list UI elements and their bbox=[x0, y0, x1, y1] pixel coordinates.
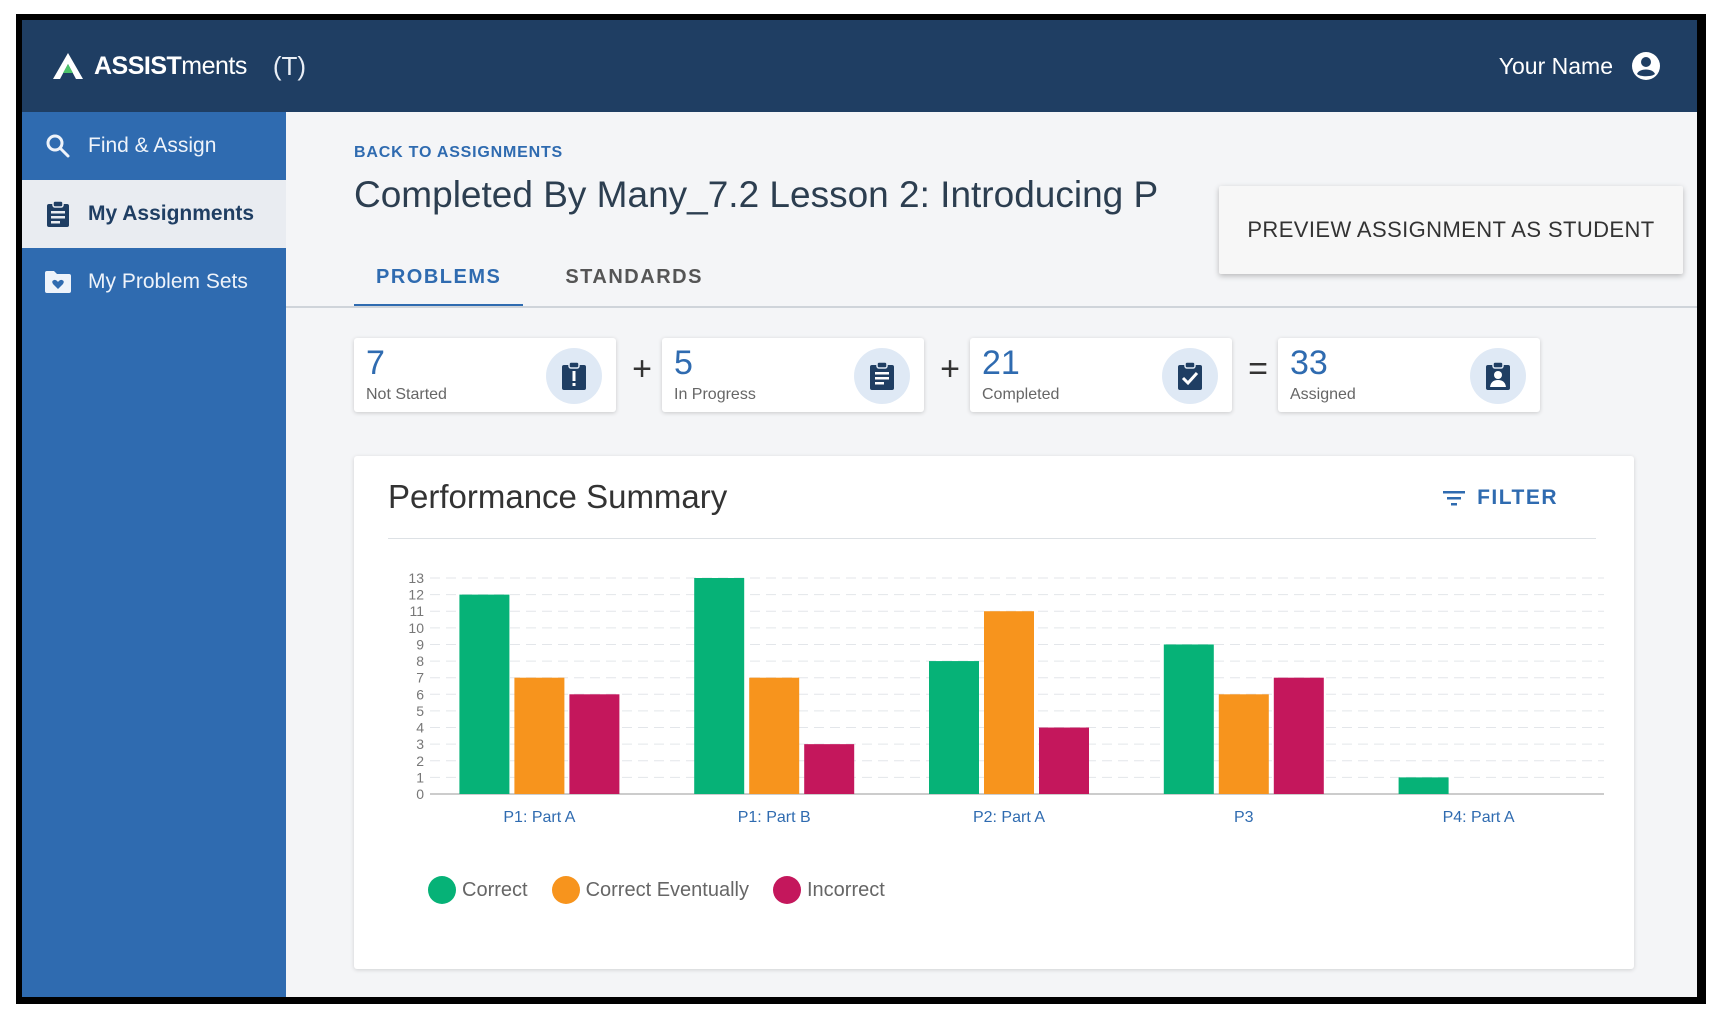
stat-card-in-progress[interactable]: 5 In Progress bbox=[662, 338, 924, 412]
logo-text: ASSISTments bbox=[94, 52, 247, 81]
legend-swatch bbox=[551, 876, 580, 904]
plus-operator: + bbox=[940, 350, 960, 388]
y-tick-label: 0 bbox=[416, 786, 424, 802]
filter-button[interactable]: FILTER bbox=[1443, 486, 1558, 510]
bar-incorrect bbox=[1039, 727, 1089, 794]
equals-operator: = bbox=[1248, 350, 1268, 388]
chart-legend: Correct Correct Eventually Incorrect bbox=[428, 876, 909, 904]
stat-card-assigned[interactable]: 33 Assigned bbox=[1278, 338, 1540, 412]
y-tick-label: 6 bbox=[416, 686, 424, 702]
sidebar-item-my-problem-sets[interactable]: My Problem Sets bbox=[22, 248, 286, 316]
y-tick-label: 7 bbox=[416, 670, 424, 686]
y-tick-label: 2 bbox=[416, 753, 424, 769]
bar-correct-eventually bbox=[984, 611, 1034, 794]
stat-card-completed[interactable]: 21 Completed bbox=[970, 338, 1232, 412]
tabs-divider bbox=[286, 306, 1697, 308]
clipboard-account-icon bbox=[1470, 348, 1526, 404]
bar-incorrect bbox=[1273, 677, 1324, 794]
tab-bar: PROBLEMS STANDARDS bbox=[354, 250, 725, 307]
sidebar: Find & Assign My Assignments My Problem … bbox=[22, 112, 286, 997]
app-logo[interactable]: ASSISTments (T) bbox=[52, 51, 306, 82]
stat-label: In Progress bbox=[674, 386, 756, 403]
account-circle-icon bbox=[1632, 52, 1660, 80]
stat-label: Assigned bbox=[1290, 386, 1356, 403]
sidebar-item-label: My Assignments bbox=[88, 202, 255, 225]
y-tick-label: 13 bbox=[408, 570, 424, 586]
folder-heart-icon bbox=[44, 268, 72, 296]
bar-correct bbox=[1398, 777, 1449, 794]
user-name: Your Name bbox=[1498, 52, 1613, 79]
page-title: Completed By Many_7.2 Lesson 2: Introduc… bbox=[354, 174, 1159, 215]
y-tick-label: 11 bbox=[409, 603, 424, 619]
y-tick-label: 1 bbox=[416, 769, 424, 785]
y-tick-label: 10 bbox=[408, 620, 424, 636]
legend-swatch bbox=[428, 876, 456, 904]
bar-correct bbox=[929, 661, 979, 794]
bar-correct bbox=[694, 578, 745, 794]
y-tick-label: 4 bbox=[416, 720, 424, 736]
legend-item-incorrect[interactable]: Incorrect bbox=[772, 876, 885, 904]
sidebar-item-find-assign[interactable]: Find & Assign bbox=[22, 112, 286, 180]
top-bar: ASSISTments (T) Your Name bbox=[22, 20, 1697, 112]
stat-card-not-started[interactable]: 7 Not Started bbox=[354, 338, 616, 412]
plus-operator: + bbox=[632, 350, 652, 388]
stat-label: Not Started bbox=[366, 386, 447, 403]
sidebar-item-my-assignments[interactable]: My Assignments bbox=[22, 180, 286, 248]
logo-bold: ASSIST bbox=[94, 51, 182, 80]
bar-incorrect bbox=[569, 694, 620, 794]
y-tick-label: 8 bbox=[416, 653, 424, 669]
x-tick-label: P4: Part A bbox=[1443, 809, 1515, 826]
filter-label: FILTER bbox=[1477, 486, 1558, 509]
legend-label: Correct bbox=[462, 878, 528, 901]
bar-correct-eventually bbox=[514, 677, 565, 794]
x-tick-label: P1: Part A bbox=[503, 809, 575, 826]
preview-assignment-button[interactable]: PREVIEW ASSIGNMENT AS STUDENT bbox=[1219, 186, 1683, 274]
legend-label: Incorrect bbox=[806, 878, 885, 901]
role-badge: (T) bbox=[272, 50, 307, 81]
bar-correct bbox=[459, 594, 510, 794]
sidebar-item-label: Find & Assign bbox=[88, 134, 217, 157]
search-icon bbox=[44, 132, 72, 160]
y-tick-label: 3 bbox=[416, 736, 424, 752]
x-tick-label: P2: Part A bbox=[973, 809, 1045, 826]
back-to-assignments-link[interactable]: BACK TO ASSIGNMENTS bbox=[354, 144, 563, 161]
x-tick-label: P1: Part B bbox=[738, 809, 811, 826]
legend-item-correct[interactable]: Correct bbox=[428, 876, 528, 904]
y-tick-label: 12 bbox=[408, 587, 424, 603]
stat-value: 5 bbox=[674, 344, 693, 382]
x-tick-label: P3 bbox=[1234, 809, 1254, 826]
clipboard-list-icon bbox=[854, 348, 910, 404]
user-menu[interactable]: Your Name bbox=[1499, 20, 1661, 112]
legend-item-correct-eventually[interactable]: Correct Eventually bbox=[551, 876, 749, 904]
bar-incorrect bbox=[804, 744, 855, 794]
bar-correct bbox=[1163, 644, 1214, 794]
clipboard-icon bbox=[44, 200, 72, 228]
clipboard-alert-icon bbox=[546, 348, 602, 404]
clipboard-check-icon bbox=[1162, 348, 1218, 404]
legend-label: Correct Eventually bbox=[585, 878, 749, 901]
stat-value: 33 bbox=[1290, 344, 1328, 382]
bar-correct-eventually bbox=[749, 677, 800, 794]
assistments-logo-icon bbox=[53, 53, 83, 79]
y-tick-label: 5 bbox=[416, 703, 424, 719]
app-screen: ASSISTments (T) Your Name Find & Assign … bbox=[22, 20, 1697, 997]
main-content: BACK TO ASSIGNMENTS Completed By Many_7.… bbox=[286, 112, 1697, 997]
stat-value: 7 bbox=[366, 344, 385, 382]
filter-icon bbox=[1443, 491, 1466, 506]
card-divider bbox=[388, 538, 1596, 539]
performance-summary-card: Performance Summary FILTER 0 1 2 3 4 5 6 7 8 9 10 1… bbox=[354, 456, 1634, 969]
stat-label: Completed bbox=[982, 386, 1060, 403]
performance-summary-title: Performance Summary bbox=[388, 478, 728, 515]
tab-standards[interactable]: STANDARDS bbox=[565, 265, 703, 288]
stat-value: 21 bbox=[982, 344, 1020, 382]
bar-correct-eventually bbox=[1218, 694, 1269, 794]
sidebar-item-label: My Problem Sets bbox=[88, 270, 248, 293]
y-tick-label: 9 bbox=[416, 636, 424, 652]
logo-light: ments bbox=[181, 51, 247, 80]
tab-problems[interactable]: PROBLEMS bbox=[354, 250, 524, 307]
legend-swatch bbox=[772, 876, 801, 904]
